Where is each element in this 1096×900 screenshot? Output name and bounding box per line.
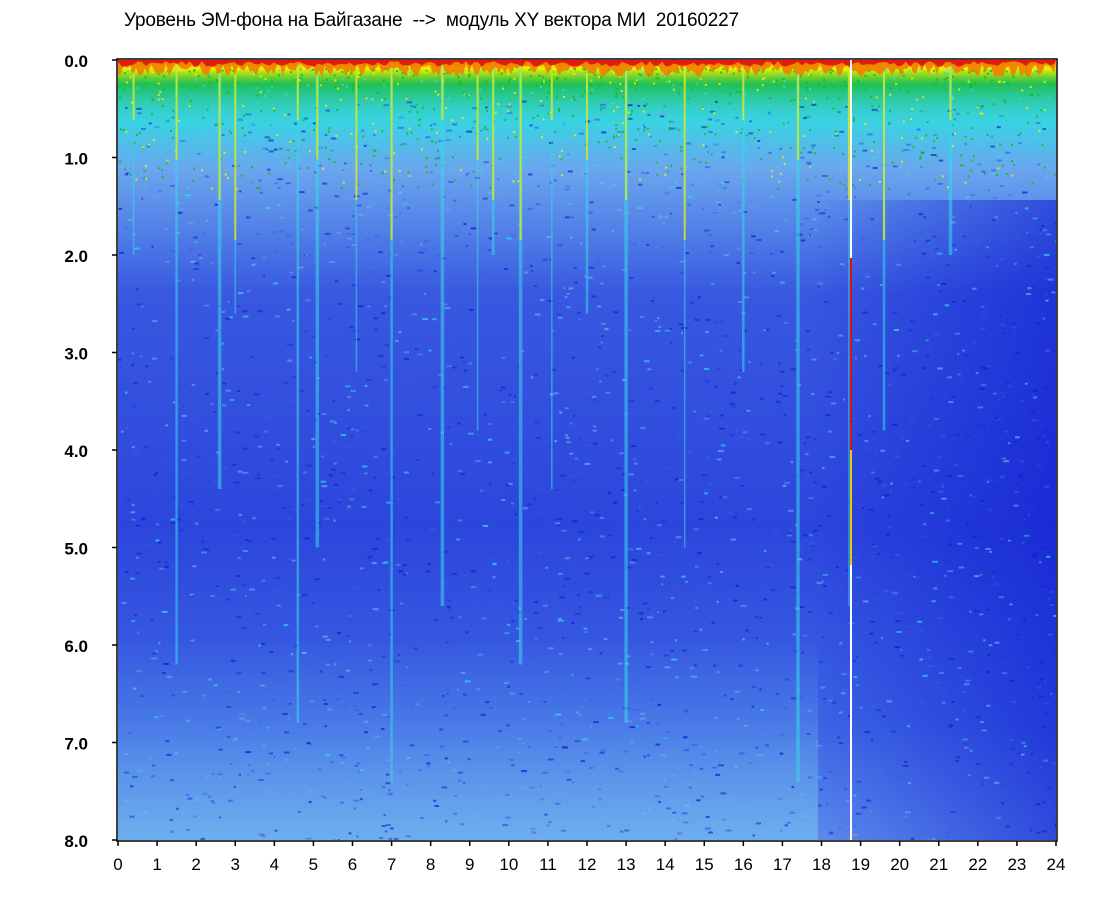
x-tick-label: 24 (1047, 855, 1066, 874)
x-tick-label: 0 (113, 855, 122, 874)
x-tick-label: 11 (539, 855, 557, 874)
y-tick-label: 3.0 (64, 345, 88, 364)
x-tick-label: 12 (578, 855, 597, 874)
y-tick-label: 2.0 (64, 247, 88, 266)
x-tick-label: 10 (499, 855, 518, 874)
heatmap-layer (118, 60, 1056, 840)
x-tick-label: 13 (617, 855, 636, 874)
x-tick-label: 17 (773, 855, 792, 874)
x-tick-label: 18 (812, 855, 831, 874)
y-tick-label: 8.0 (64, 832, 88, 851)
x-tick-label: 5 (309, 855, 318, 874)
x-tick-label: 3 (231, 855, 240, 874)
vertical-streaks (132, 60, 953, 782)
y-tick-label: 1.0 (64, 150, 88, 169)
y-tick-label: 5.0 (64, 540, 88, 559)
x-tick-label: 2 (191, 855, 200, 874)
heatmap-noise (118, 68, 1056, 840)
x-tick-label: 23 (1007, 855, 1026, 874)
y-tick-label: 4.0 (64, 442, 88, 461)
x-tick-label: 16 (734, 855, 753, 874)
y-tick-label: 7.0 (64, 735, 88, 754)
spike-band-red (118, 60, 1056, 67)
x-tick-label: 14 (656, 855, 675, 874)
x-tick-label: 15 (695, 855, 714, 874)
x-tick-label: 4 (270, 855, 279, 874)
x-axis: 0 1 2 3 4 5 6 7 8 9 10 11 12 13 14 15 16 17 18 19 20 21 22 23 24 (113, 841, 1065, 874)
y-axis: 0.0 1.0 2.0 3.0 4.0 5.0 6.0 7.0 8.0 (64, 52, 117, 851)
chart-title: Уровень ЭМ-фона на Байгазане --> модуль … (124, 10, 739, 31)
y-tick-label: 6.0 (64, 637, 88, 656)
x-tick-label: 20 (890, 855, 909, 874)
x-tick-label: 1 (152, 855, 161, 874)
x-tick-label: 7 (387, 855, 396, 874)
x-tick-label: 6 (348, 855, 357, 874)
y-tick-label: 0.0 (64, 52, 88, 71)
top-spikes (118, 60, 1056, 77)
x-tick-label: 21 (929, 855, 948, 874)
x-tick-label: 22 (968, 855, 987, 874)
x-tick-label: 9 (465, 855, 474, 874)
x-tick-label: 19 (851, 855, 870, 874)
x-tick-label: 8 (426, 855, 435, 874)
